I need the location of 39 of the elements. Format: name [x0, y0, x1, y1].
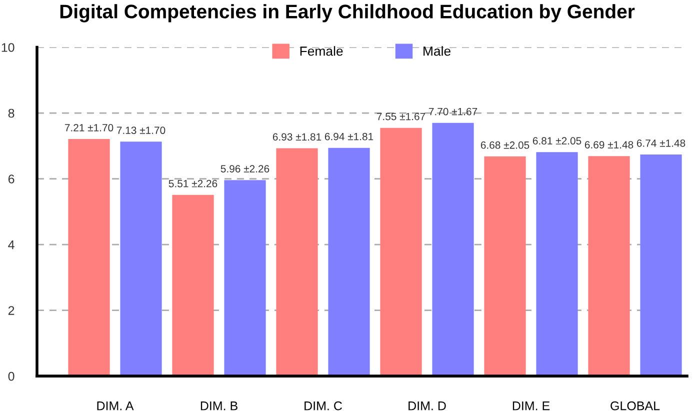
data-label: 6.93 ±1.81: [272, 133, 322, 141]
bar: [432, 122, 474, 376]
y-tick-label: 2: [8, 306, 14, 315]
chart-title: Digital Competencies in Early Childhood Education by Gender: [60, 4, 635, 22]
legend-label: Male: [424, 46, 450, 56]
y-tick-label: 0: [8, 372, 14, 381]
x-tick-label: DIM. A: [97, 402, 134, 410]
bar: [224, 180, 266, 376]
y-tick-label: 4: [8, 240, 14, 250]
bar: [172, 194, 214, 376]
x-tick-label: DIM. C: [304, 401, 342, 410]
x-tick-label: GLOBAL: [610, 401, 660, 410]
data-label: 7.55 ±1.67: [376, 112, 426, 120]
bar: [640, 154, 682, 376]
legend-label: Female: [300, 46, 343, 56]
data-label: 6.74 ±1.48: [636, 139, 686, 147]
x-tick-label: DIM. E: [512, 402, 550, 410]
bar: [536, 152, 578, 376]
data-label: 7.13 ±1.70: [116, 126, 166, 134]
data-label: 7.21 ±1.70: [64, 124, 114, 132]
y-tick-label: 8: [8, 108, 14, 118]
y-tick-label: 6: [8, 174, 14, 184]
x-tick-label: DIM. B: [200, 402, 238, 410]
data-label: 5.51 ±2.26: [168, 180, 218, 188]
bar: [328, 148, 370, 376]
bar: [68, 139, 110, 376]
bar: [120, 142, 162, 376]
data-label: 5.96 ±2.26: [220, 165, 270, 172]
bar: [484, 156, 526, 376]
y-tick-label: 10: [2, 43, 14, 52]
bar: [276, 148, 318, 376]
data-label: 6.81 ±2.05: [532, 137, 582, 145]
bar: [380, 128, 422, 376]
data-label: 6.94 ±1.81: [324, 132, 374, 140]
bar: [588, 156, 630, 376]
data-label: 6.69 ±1.48: [584, 141, 634, 148]
x-tick-label: DIM. D: [408, 402, 446, 410]
data-label: 6.68 ±2.05: [480, 141, 530, 149]
data-label: 7.70 ±1.67: [428, 108, 478, 116]
